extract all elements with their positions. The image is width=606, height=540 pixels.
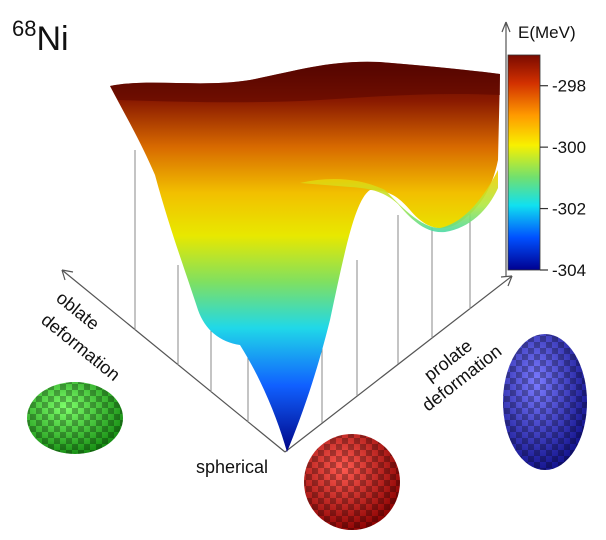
colorbar-tick-label: -300 [552, 138, 586, 157]
title-superscript: 68 [12, 16, 36, 41]
chart-title: 68Ni [12, 16, 69, 58]
colorbar-label: E(MeV) [518, 23, 576, 42]
title-element: Ni [36, 20, 68, 58]
chart: 68Ni E(MeV) -298-300-302-304 oblate defo… [0, 0, 606, 540]
colorbar-tick-label: -302 [552, 200, 586, 219]
colorbar-tick-label: -298 [552, 77, 586, 96]
colorbar [508, 55, 540, 270]
colorbar-tick-label: -304 [552, 261, 586, 280]
origin-label: spherical [196, 457, 268, 477]
colorbar-ticks: -298 -300 -302 -304 [540, 77, 586, 280]
